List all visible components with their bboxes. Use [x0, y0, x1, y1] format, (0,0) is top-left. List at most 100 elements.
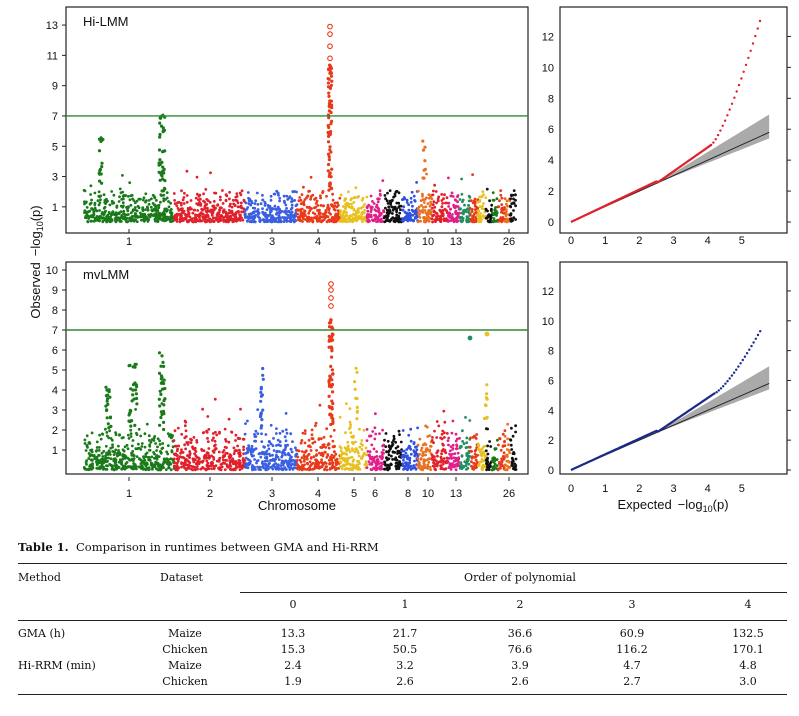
manhattan-point — [163, 397, 167, 401]
manhattan-point — [238, 451, 242, 455]
manhattan-point — [346, 462, 349, 466]
manhattan-point — [402, 219, 405, 223]
manhattan-point — [391, 443, 394, 447]
manhattan-point — [273, 192, 277, 196]
manhattan-point — [440, 199, 444, 202]
manhattan-point — [321, 454, 325, 458]
manhattan-point — [324, 462, 328, 465]
manhattan-point — [472, 462, 476, 465]
manhattan-point — [361, 220, 364, 224]
manhattan-point — [240, 467, 244, 470]
manhattan-point — [260, 432, 263, 436]
manhattan-point — [371, 200, 374, 203]
qq-point — [713, 392, 716, 395]
manhattan-point — [385, 450, 388, 454]
qq-point — [733, 96, 736, 99]
manhattan-point — [390, 205, 393, 209]
manhattan-point — [377, 210, 380, 213]
manhattan-point — [179, 216, 183, 220]
manhattan-point — [243, 432, 247, 436]
manhattan-point — [478, 449, 482, 453]
manhattan-point — [168, 220, 172, 223]
manhattan-point — [442, 197, 445, 201]
manhattan-point — [470, 460, 473, 464]
manhattan-point — [505, 202, 508, 206]
manhattan-point — [460, 467, 464, 470]
manhattan-point — [166, 444, 170, 447]
manhattan-point — [329, 150, 333, 154]
manhattan-point — [511, 458, 515, 461]
manhattan-point — [509, 212, 513, 216]
manhattan-point — [129, 432, 133, 435]
manhattan-point — [435, 436, 439, 439]
manhattan-point — [86, 446, 89, 449]
manhattan-point — [467, 462, 471, 466]
x-tick-label: 5 — [739, 235, 745, 247]
manhattan-point — [327, 321, 332, 325]
manhattan-point — [199, 460, 203, 464]
manhattan-point — [158, 132, 162, 137]
manhattan-point — [445, 456, 449, 460]
manhattan-point — [112, 459, 116, 463]
manhattan-point — [459, 461, 463, 464]
manhattan-point — [148, 439, 151, 442]
manhattan-point — [443, 431, 446, 435]
manhattan-point — [114, 433, 118, 436]
manhattan-point — [465, 441, 469, 445]
manhattan-point — [186, 214, 189, 218]
manhattan-point — [386, 439, 390, 443]
manhattan-point — [100, 161, 104, 165]
manhattan-point — [213, 397, 217, 401]
manhattan-point — [214, 430, 217, 434]
manhattan-point — [465, 436, 469, 440]
manhattan-point — [509, 217, 513, 221]
manhattan-point — [405, 448, 409, 451]
manhattan-point — [275, 211, 279, 215]
manhattan-point — [266, 444, 270, 447]
manhattan-point — [324, 210, 328, 214]
manhattan-point — [502, 458, 506, 461]
manhattan-point — [445, 432, 449, 435]
manhattan-point — [181, 456, 185, 459]
manhattan-point — [90, 198, 93, 202]
manhattan-point — [327, 134, 331, 138]
manhattan-point — [121, 457, 124, 461]
manhattan-point — [349, 423, 352, 426]
manhattan-point — [499, 219, 503, 223]
manhattan-bottom-frame — [65, 261, 529, 475]
manhattan-point — [398, 462, 401, 466]
manhattan-point — [303, 218, 307, 221]
manhattan-point — [200, 448, 204, 451]
manhattan-point — [153, 195, 156, 199]
manhattan-point — [104, 209, 107, 213]
manhattan-point — [159, 124, 164, 128]
manhattan-point — [368, 454, 372, 458]
manhattan-point — [104, 454, 107, 458]
manhattan-point — [261, 207, 264, 211]
manhattan-point — [402, 205, 406, 209]
manhattan-point — [204, 210, 208, 213]
manhattan-point — [194, 466, 197, 470]
manhattan-point — [126, 213, 130, 216]
manhattan-point — [244, 452, 248, 455]
manhattan-point — [439, 436, 442, 440]
manhattan-point — [124, 218, 127, 222]
manhattan-point — [261, 460, 264, 464]
manhattan-point — [493, 465, 496, 469]
manhattan-point — [422, 201, 426, 204]
manhattan-point — [115, 452, 119, 455]
manhattan-point — [222, 455, 226, 458]
manhattan-point — [449, 207, 452, 211]
manhattan-point — [100, 464, 103, 468]
manhattan-point — [331, 192, 334, 196]
manhattan-point — [417, 205, 421, 209]
manhattan-point — [253, 458, 256, 461]
manhattan-point — [111, 443, 114, 447]
manhattan-point — [101, 455, 105, 458]
manhattan-point — [162, 193, 166, 197]
manhattan-point — [394, 458, 398, 462]
manhattan-point — [179, 201, 183, 205]
manhattan-point — [159, 468, 163, 472]
manhattan-point — [442, 218, 446, 222]
manhattan-point — [153, 212, 157, 216]
